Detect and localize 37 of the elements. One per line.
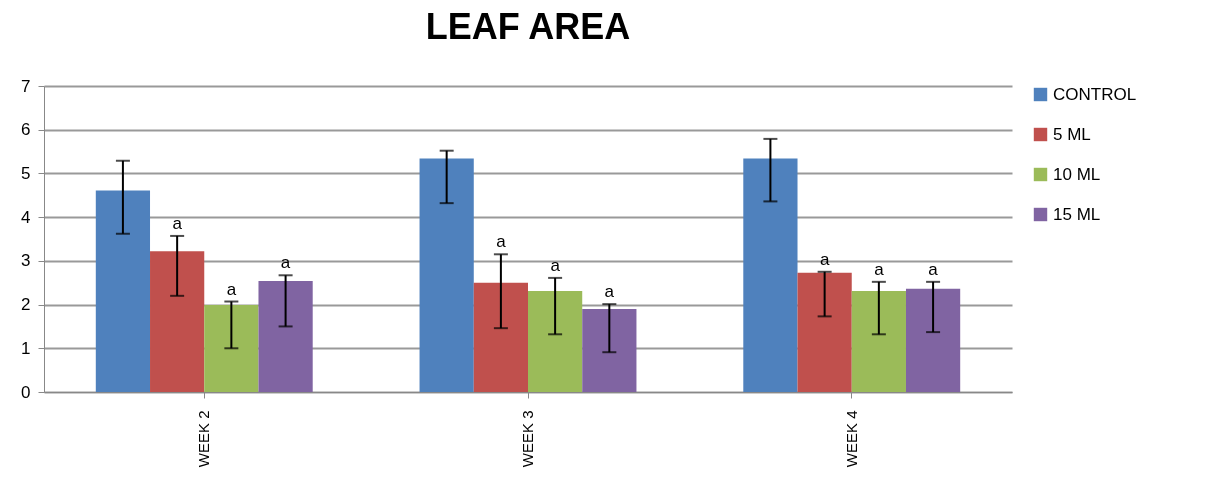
y-tick-label: 3 [21,251,31,271]
bar [582,308,637,392]
x-tick-label: WEEK 3 [519,410,536,468]
legend-label: 10 ML [1053,164,1101,184]
bar [905,288,961,392]
y-tick-label: 4 [21,207,31,227]
data-label: a [172,213,183,233]
data-label: a [874,259,885,279]
legend-label: 5 ML [1053,124,1091,144]
legend-label: 15 ML [1053,204,1101,224]
data-label: a [604,282,615,302]
bar [797,272,852,392]
x-tick-label: WEEK 2 [195,410,213,468]
bar [258,280,313,392]
y-tick-label: 7 [21,76,31,96]
bar [419,158,474,392]
y-tick-label: 0 [21,382,31,402]
y-tick-label: 5 [21,163,31,183]
bar [743,158,798,392]
y-tick-label: 2 [21,295,31,315]
data-label: a [280,253,291,273]
data-label: a [226,279,237,299]
data-label: a [550,255,561,275]
data-label: a [819,249,830,269]
y-tick-label: 1 [21,338,31,358]
bar [204,305,259,392]
legend-label: CONTROL [1053,84,1137,104]
bar [150,251,205,392]
y-tick-label: 6 [21,120,31,140]
bar [851,291,906,392]
chart-title: LEAF AREA [425,6,631,47]
x-tick-label: WEEK 4 [842,410,860,468]
bar [528,291,583,392]
data-label: a [496,232,507,252]
bar [473,282,528,392]
data-label: a [928,259,939,279]
bar [95,190,151,392]
